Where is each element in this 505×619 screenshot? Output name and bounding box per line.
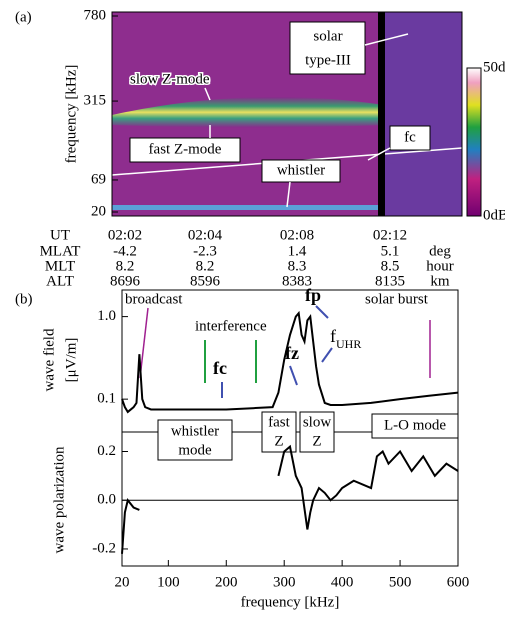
row-label: ALT bbox=[46, 273, 74, 289]
annotation: whistler bbox=[277, 162, 325, 178]
data-line bbox=[121, 444, 459, 554]
annotation: broadcast bbox=[125, 291, 183, 307]
cell: 8696 bbox=[110, 273, 141, 289]
spectrogram bbox=[111, 11, 463, 217]
y-axis-label: [μV/m] bbox=[63, 338, 79, 383]
cell: 8.2 bbox=[196, 258, 215, 274]
y-tick-label: -0.2 bbox=[92, 540, 116, 556]
unit: km bbox=[430, 273, 450, 289]
x-tick-label: 100 bbox=[157, 574, 180, 590]
x-tick-label: 300 bbox=[273, 574, 296, 590]
cell: 8.2 bbox=[116, 258, 135, 274]
annotation: slow Z-mode bbox=[130, 71, 210, 87]
annotations: solar type-III slow Z-mode fast Z-mode f… bbox=[129, 21, 431, 208]
annotation-box bbox=[129, 137, 241, 163]
region-label: mode bbox=[178, 442, 212, 458]
region-box bbox=[371, 413, 459, 439]
cell: 5.1 bbox=[381, 243, 400, 259]
cell: 02:02 bbox=[108, 227, 142, 243]
cell: 02:12 bbox=[373, 227, 407, 243]
y-tick-label: 0.1 bbox=[97, 391, 116, 407]
annotation: fp bbox=[305, 285, 321, 305]
x-tick-label: 20 bbox=[115, 574, 130, 590]
y-axis-label: frequency [kHz] bbox=[63, 65, 79, 164]
annotation-subscript: UHR bbox=[336, 337, 361, 351]
annotation-box bbox=[289, 21, 366, 75]
row-label: UT bbox=[50, 227, 70, 243]
data-line bbox=[121, 310, 459, 414]
y-tick-label: 20 bbox=[91, 203, 106, 219]
annotation: type-III bbox=[305, 52, 351, 68]
arrow bbox=[315, 305, 329, 319]
cell: 1.4 bbox=[288, 243, 307, 259]
annotation-box bbox=[261, 159, 341, 183]
region-box bbox=[299, 411, 335, 453]
unit: deg bbox=[429, 243, 451, 259]
annotation: solar bbox=[313, 28, 342, 44]
annotations: broadcast interference fc fz fp fUHR sol… bbox=[125, 285, 459, 461]
cell: 02:08 bbox=[280, 227, 314, 243]
cell: -4.2 bbox=[113, 243, 137, 259]
cell: 8135 bbox=[375, 273, 405, 289]
region-label: Z bbox=[312, 433, 321, 449]
colorbar-tick-label: 0dB bbox=[483, 207, 505, 223]
panel-label: (b) bbox=[15, 291, 33, 307]
arrow bbox=[289, 365, 298, 386]
cell: 8383 bbox=[282, 273, 312, 289]
x-tick-label: 500 bbox=[389, 574, 412, 590]
cell: 02:04 bbox=[188, 227, 223, 243]
y-tick-label: 0.2 bbox=[97, 443, 116, 459]
arrow bbox=[364, 33, 409, 46]
region-label: slow bbox=[303, 414, 332, 430]
cell: -2.3 bbox=[193, 243, 217, 259]
annotation-box bbox=[389, 125, 431, 151]
y-tick-label: 315 bbox=[84, 93, 107, 109]
y-tick-label: 69 bbox=[91, 171, 106, 187]
unit: hour bbox=[426, 258, 454, 274]
region-label: whistler bbox=[171, 423, 219, 439]
row-label: MLT bbox=[45, 258, 75, 274]
region-label: fast bbox=[268, 414, 290, 430]
x-axis-label: frequency [kHz] bbox=[241, 594, 340, 610]
region-label: Z bbox=[274, 433, 283, 449]
region-label: L-O mode bbox=[384, 417, 446, 433]
cell: 8.5 bbox=[381, 258, 400, 274]
x-tick-label: 400 bbox=[331, 574, 354, 590]
y-tick-label: 1.0 bbox=[97, 308, 116, 324]
x-tick-label: 200 bbox=[215, 574, 238, 590]
region-box bbox=[157, 419, 233, 461]
arrow bbox=[286, 181, 291, 208]
cell: 8.3 bbox=[288, 258, 307, 274]
cell: 8596 bbox=[190, 273, 221, 289]
annotation-text: f bbox=[330, 326, 336, 346]
panel-label: (a) bbox=[15, 9, 32, 25]
y-axis-label: wave field bbox=[41, 328, 57, 391]
arrow bbox=[367, 147, 391, 161]
annotation: fUHR bbox=[330, 326, 361, 351]
x-tick-label: 600 bbox=[447, 574, 470, 590]
row-label: MLAT bbox=[40, 243, 81, 259]
y-axis-label: wave polarization bbox=[51, 446, 67, 554]
annotation: fc bbox=[404, 129, 416, 145]
y-tick-label: 780 bbox=[84, 7, 107, 23]
arrow bbox=[204, 87, 211, 101]
colorbar-tick-label: 50dB bbox=[483, 59, 505, 75]
annotation: fast Z-mode bbox=[149, 141, 222, 157]
arrow bbox=[321, 347, 333, 363]
region-box bbox=[261, 411, 297, 453]
arrow bbox=[139, 307, 149, 379]
annotation: fz bbox=[285, 343, 299, 363]
annotation: solar burst bbox=[365, 291, 429, 307]
annotation: fc bbox=[213, 358, 227, 378]
y-tick-label: 0.0 bbox=[97, 492, 116, 508]
annotation: interference bbox=[195, 318, 267, 334]
colorbar bbox=[466, 67, 482, 217]
